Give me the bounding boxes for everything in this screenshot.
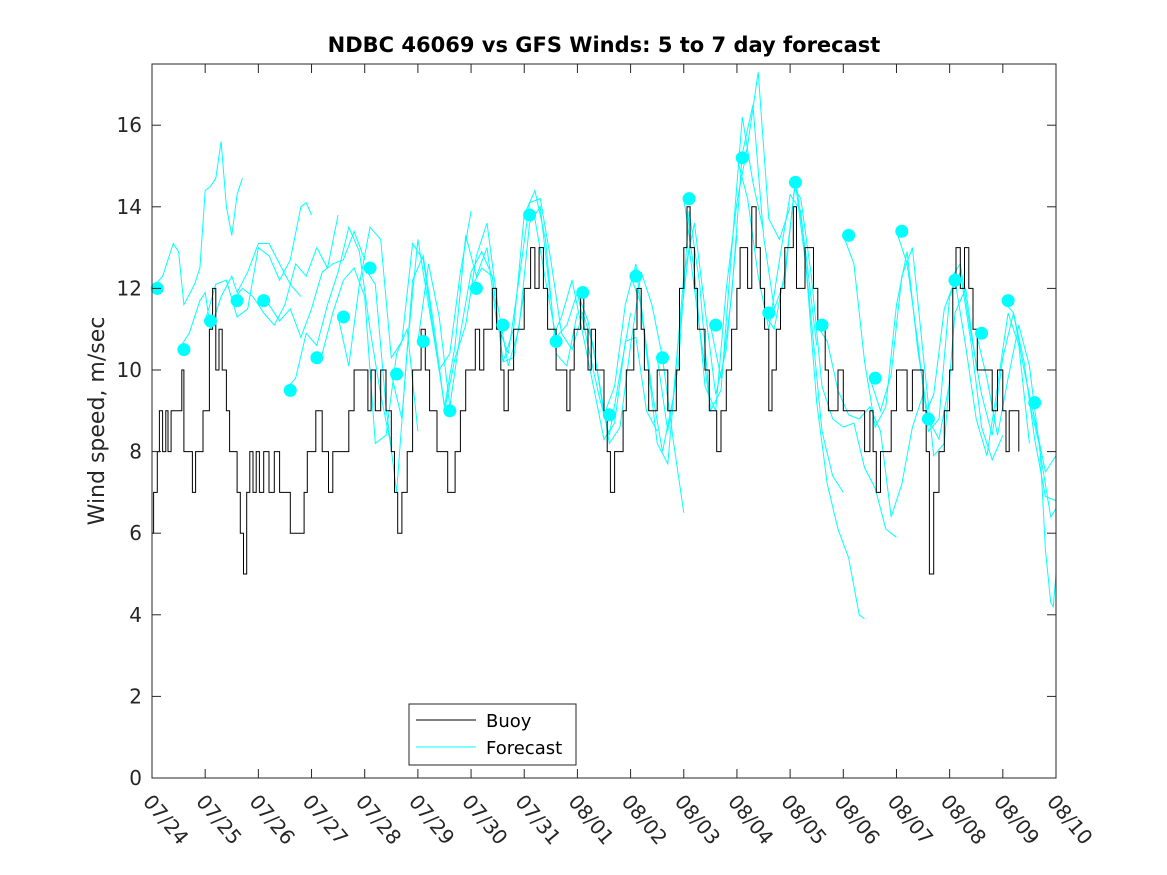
forecast-run-line: [337, 226, 445, 407]
forecast-marker: [469, 281, 483, 295]
forecast-marker: [549, 334, 563, 348]
forecast-marker: [815, 318, 829, 332]
forecast-run-line: [390, 235, 499, 420]
forecast-run-line: [896, 231, 1004, 462]
y-tick-label: 12: [117, 276, 142, 300]
forecast-run-line: [789, 182, 897, 538]
forecast-marker: [948, 273, 962, 287]
chart-title: NDBC 46069 vs GFS Winds: 5 to 7 day fore…: [328, 33, 881, 57]
forecast-run-line: [151, 141, 243, 307]
axes-background: [152, 64, 1056, 778]
forecast-run-line: [497, 197, 605, 415]
forecast-marker: [788, 175, 802, 189]
forecast-marker: [975, 326, 989, 340]
forecast-run-line: [364, 210, 472, 493]
y-tick-label: 2: [129, 684, 142, 708]
forecast-run-line: [1002, 300, 1057, 474]
forecast-marker: [655, 351, 669, 365]
forecast-marker: [1001, 294, 1015, 308]
forecast-run-line: [204, 201, 312, 322]
forecast-marker: [390, 367, 404, 381]
y-tick-label: 4: [129, 603, 142, 627]
y-tick-label: 8: [129, 440, 142, 464]
y-tick-label: 10: [117, 358, 142, 382]
forecast-run-line: [417, 250, 525, 407]
y-tick-label: 6: [129, 521, 142, 545]
forecast-run-line: [258, 229, 366, 339]
forecast-marker: [735, 151, 749, 165]
forecast-run-line: [842, 235, 951, 441]
forecast-marker: [363, 261, 377, 275]
forecast-run-line: [231, 214, 339, 326]
forecast-marker: [230, 294, 244, 308]
forecast-marker: [523, 208, 537, 222]
forecast-run-line: [284, 225, 392, 448]
forecast-run-line: [178, 243, 302, 350]
forecast-run-line: [736, 157, 844, 493]
buoy-line: [152, 206, 1020, 575]
forecast-marker: [416, 334, 430, 348]
legend-forecast-label: Forecast: [486, 738, 562, 759]
forecast-marker: [576, 285, 590, 299]
legend-box: [408, 703, 577, 766]
y-tick-label: 16: [117, 113, 142, 137]
forecast-marker: [709, 318, 723, 332]
forecast-marker: [842, 228, 856, 242]
legend: Buoy Forecast: [408, 703, 577, 766]
buoy-series: [152, 206, 1020, 575]
forecast-run-line: [709, 104, 818, 379]
y-axis: 0 2 4 6 8 10 12 14 16: [117, 113, 1056, 790]
forecast-run-line: [311, 267, 419, 445]
y-tick-label: 0: [129, 766, 142, 790]
forecast-marker: [1028, 396, 1042, 410]
forecast-marker: [203, 314, 217, 328]
forecast-marker: [762, 306, 776, 320]
forecast-marker: [283, 383, 297, 397]
forecast-run-line: [550, 280, 658, 441]
forecast-marker: [443, 404, 457, 418]
forecast-run-line: [603, 247, 711, 466]
forecast-run-line: [949, 262, 1057, 502]
forecast-run-line: [975, 324, 1057, 519]
axes-box: [151, 63, 1057, 779]
forecast-marker: [921, 412, 935, 426]
forecast-run-line: [1028, 402, 1057, 609]
forecast-marker: [682, 192, 696, 206]
plot-area: [150, 63, 1057, 779]
forecast-marker: [895, 224, 909, 238]
forecast-marker: [336, 310, 350, 324]
forecast-marker: [602, 408, 616, 422]
forecast-run-line: [922, 278, 1030, 456]
forecast-markers: [150, 151, 1042, 426]
y-tick-label: 14: [117, 195, 142, 219]
forecast-run-line: [816, 324, 924, 518]
y-axis-label: Wind speed, m/sec: [85, 317, 110, 526]
forecast-run-line: [683, 72, 791, 412]
forecast-marker: [177, 343, 191, 357]
legend-buoy-label: Buoy: [486, 711, 532, 732]
forecast-run-line: [763, 182, 865, 620]
forecast-marker: [310, 351, 324, 365]
forecast-marker: [496, 318, 510, 332]
forecast-marker: [629, 269, 643, 283]
forecast-marker: [257, 294, 271, 308]
forecast-marker: [868, 371, 882, 385]
